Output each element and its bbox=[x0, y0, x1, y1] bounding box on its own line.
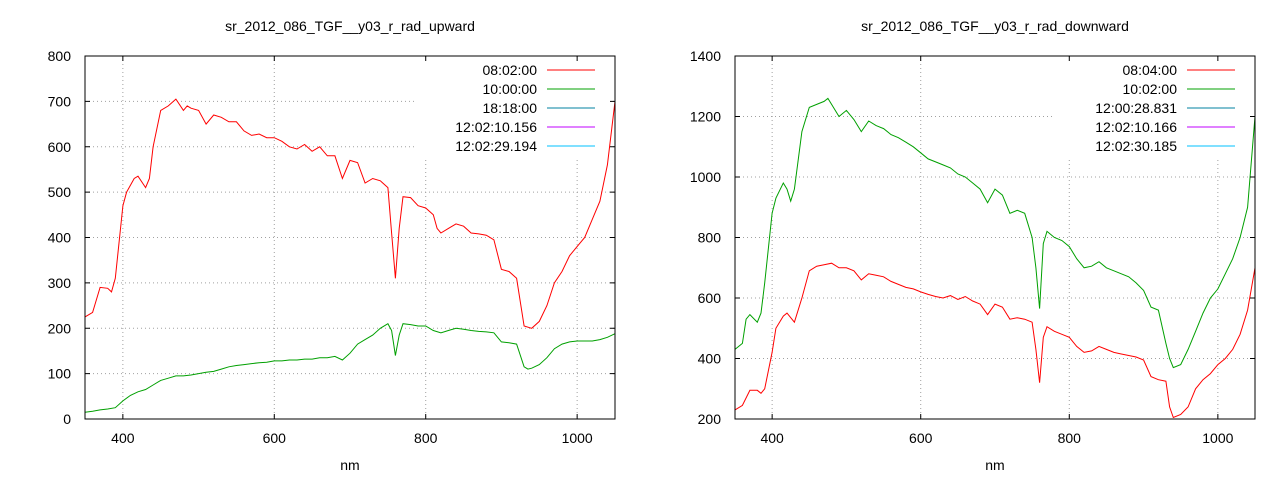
series-line bbox=[734, 97, 1256, 369]
y-tick-label: 1200 bbox=[690, 109, 721, 125]
y-tick-label: 200 bbox=[48, 320, 72, 336]
y-tick-label: 800 bbox=[48, 48, 72, 64]
legend-label: 08:04:00 bbox=[1123, 62, 1178, 78]
y-tick-label: 600 bbox=[48, 139, 72, 155]
series-line bbox=[734, 262, 1256, 419]
y-tick-label: 400 bbox=[698, 351, 722, 367]
y-tick-label: 100 bbox=[48, 366, 72, 382]
upward-radiance-chart: sr_2012_086_TGF__y03_r_rad_upward 400 600 8… bbox=[48, 18, 616, 473]
x-axis-label: nm bbox=[340, 457, 359, 473]
legend-label: 12:00:28.831 bbox=[1095, 100, 1177, 116]
legend-label: 12:02:29.194 bbox=[455, 138, 537, 154]
y-tick-label: 1000 bbox=[690, 169, 721, 185]
y-tick-label: 600 bbox=[698, 290, 722, 306]
x-tick-label: 800 bbox=[414, 430, 438, 446]
y-tick-label: 800 bbox=[698, 230, 722, 246]
legend-label: 10:00:00 bbox=[483, 81, 538, 97]
x-tick-label: 800 bbox=[1058, 430, 1082, 446]
legend-label: 08:02:00 bbox=[483, 62, 538, 78]
y-tick-label: 700 bbox=[48, 93, 72, 109]
x-tick-label: 400 bbox=[111, 430, 135, 446]
x-tick-label: 400 bbox=[760, 430, 784, 446]
chart-panel-upward: sr_2012_086_TGF__y03_r_rad_upward 400 600 8… bbox=[48, 18, 616, 473]
series-line bbox=[84, 98, 616, 329]
series-line bbox=[84, 323, 616, 413]
legend-label: 12:02:10.156 bbox=[455, 119, 537, 135]
y-tick-label: 200 bbox=[698, 411, 722, 427]
legend-label: 10:02:00 bbox=[1123, 81, 1178, 97]
x-axis-label: nm bbox=[985, 457, 1004, 473]
chart-title: sr_2012_086_TGF__y03_r_rad_upward bbox=[225, 18, 475, 34]
chart-title: sr_2012_086_TGF__y03_r_rad_downward bbox=[861, 18, 1129, 34]
y-tick-label: 300 bbox=[48, 275, 72, 291]
downward-radiance-chart: sr_2012_086_TGF__y03_r_rad_downward 400 60… bbox=[690, 18, 1256, 473]
legend-label: 12:02:10.166 bbox=[1095, 119, 1177, 135]
y-tick-label: 1400 bbox=[690, 48, 721, 64]
x-tick-label: 1000 bbox=[1202, 430, 1233, 446]
y-tick-label: 500 bbox=[48, 184, 72, 200]
x-tick-label: 600 bbox=[263, 430, 287, 446]
y-tick-label: 400 bbox=[48, 230, 72, 246]
x-tick-label: 1000 bbox=[562, 430, 593, 446]
legend-label: 18:18:00 bbox=[483, 100, 538, 116]
x-tick-label: 600 bbox=[909, 430, 933, 446]
legend-label: 12:02:30.185 bbox=[1095, 138, 1177, 154]
chart-panel-downward: sr_2012_086_TGF__y03_r_rad_downward 400 60… bbox=[640, 0, 1280, 480]
y-tick-label: 0 bbox=[63, 411, 71, 427]
